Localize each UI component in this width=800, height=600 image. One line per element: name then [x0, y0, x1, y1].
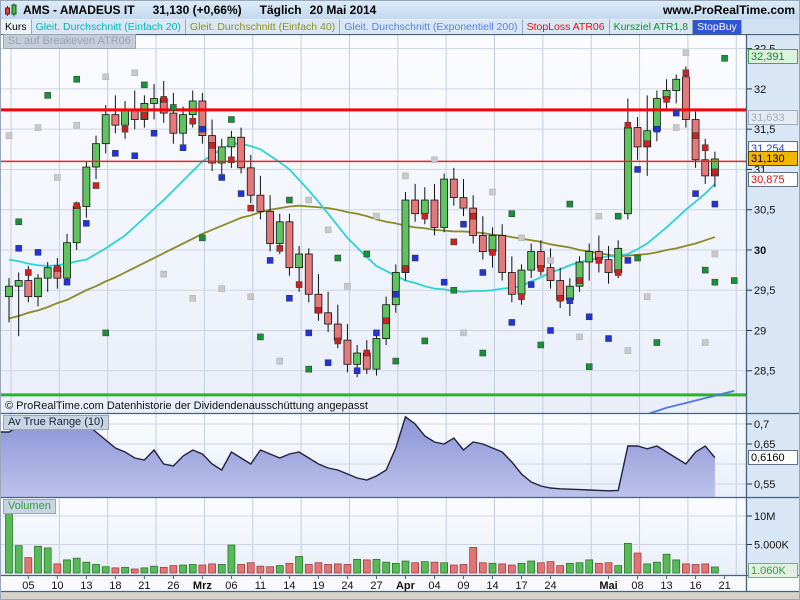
tab-ma20[interactable]: Gleit. Durchschnitt (Einfach 20): [31, 19, 186, 34]
svg-text:0,55: 0,55: [754, 479, 775, 491]
timeframe-label: Täglich: [259, 3, 302, 17]
svg-text:Apr: Apr: [396, 580, 416, 592]
svg-text:10M: 10M: [754, 511, 775, 523]
svg-text:0,7: 0,7: [754, 419, 769, 431]
svg-text:29: 29: [754, 325, 766, 337]
svg-text:31,5: 31,5: [754, 124, 775, 136]
svg-text:30: 30: [754, 245, 766, 257]
ema200-line: [648, 389, 735, 413]
last-quote: 31,130 (+0,66%): [152, 3, 242, 17]
svg-text:04: 04: [428, 580, 440, 592]
session-date: 20 Mai 2014: [309, 3, 377, 17]
tab-kursziel[interactable]: Kursziel ATR1,8: [609, 19, 694, 34]
svg-text:24: 24: [341, 580, 353, 592]
svg-text:5.000K: 5.000K: [754, 540, 790, 552]
svg-text:21: 21: [138, 580, 150, 592]
svg-text:21: 21: [718, 580, 730, 592]
svg-text:09: 09: [457, 580, 469, 592]
chart-area: 32,53231,53130,53029,52928,50,70,650,551…: [1, 34, 799, 599]
prorealtime-url: www.ProRealTime.com: [662, 3, 795, 17]
svg-text:Mai: Mai: [599, 580, 617, 592]
target-price-tag: 32,391: [748, 49, 798, 64]
atr-line: [1, 415, 716, 492]
tab-stoploss[interactable]: StopLoss ATR06: [522, 19, 610, 34]
copyright-note: © ProRealTime.com Datenhistorie der Divi…: [5, 400, 368, 412]
green-markers: [15, 55, 738, 373]
svg-text:06: 06: [225, 580, 237, 592]
candlestick-icon: [4, 3, 18, 17]
svg-text:13: 13: [660, 580, 672, 592]
inactive-stop-price-tag: 31,633: [748, 110, 798, 125]
svg-text:05: 05: [22, 580, 34, 592]
indicator-bar: Kurs Gleit. Durchschnitt (Einfach 20) Gl…: [1, 19, 799, 34]
svg-text:19: 19: [312, 580, 324, 592]
atr-value-tag: 0,6160: [748, 450, 798, 465]
tab-kurs[interactable]: Kurs: [1, 19, 32, 34]
svg-text:24: 24: [544, 580, 556, 592]
svg-text:18: 18: [109, 580, 121, 592]
last-price-tag: 31,130: [748, 151, 798, 166]
svg-text:16: 16: [689, 580, 701, 592]
tab-stopbuy[interactable]: StopBuy: [693, 19, 742, 34]
svg-text:29,5: 29,5: [754, 285, 775, 297]
svg-text:26: 26: [167, 580, 179, 592]
svg-text:10: 10: [51, 580, 63, 592]
svg-text:13: 13: [80, 580, 92, 592]
volume-value-tag: 1.060K: [748, 563, 798, 578]
atr-area: [1, 416, 715, 497]
volume-bars: [5, 509, 719, 574]
stoploss-price-tag: 30,875: [748, 172, 798, 187]
svg-text:14: 14: [283, 580, 295, 592]
sl-breakeven-label[interactable]: SL auf Breakeven ATR06: [3, 34, 136, 49]
red-markers: [25, 69, 719, 357]
svg-text:17: 17: [515, 580, 527, 592]
symbol-title: AMS - AMADEUS IT: [23, 3, 135, 17]
atr-panel-label[interactable]: Av True Range (10): [3, 415, 109, 430]
svg-text:11: 11: [255, 580, 266, 592]
svg-text:08: 08: [631, 580, 643, 592]
candles: [5, 66, 719, 378]
volume-panel-label[interactable]: Volumen: [3, 499, 56, 514]
title-bar: AMS - AMADEUS IT 31,130 (+0,66%) Täglich…: [1, 1, 799, 20]
svg-text:28,5: 28,5: [754, 366, 775, 378]
svg-text:32: 32: [754, 84, 766, 96]
svg-text:30,5: 30,5: [754, 205, 775, 217]
tab-ema200[interactable]: Gleit. Durchschnitt (Exponentiell 200): [340, 19, 523, 34]
gray-markers: [5, 49, 719, 365]
svg-text:Mrz: Mrz: [193, 580, 212, 592]
tab-ma40[interactable]: Gleit. Durchschnitt (Einfach 40): [185, 19, 341, 34]
svg-text:14: 14: [486, 580, 498, 592]
svg-text:27: 27: [370, 580, 382, 592]
blue-markers: [15, 109, 719, 374]
svg-text:0,65: 0,65: [754, 439, 775, 451]
